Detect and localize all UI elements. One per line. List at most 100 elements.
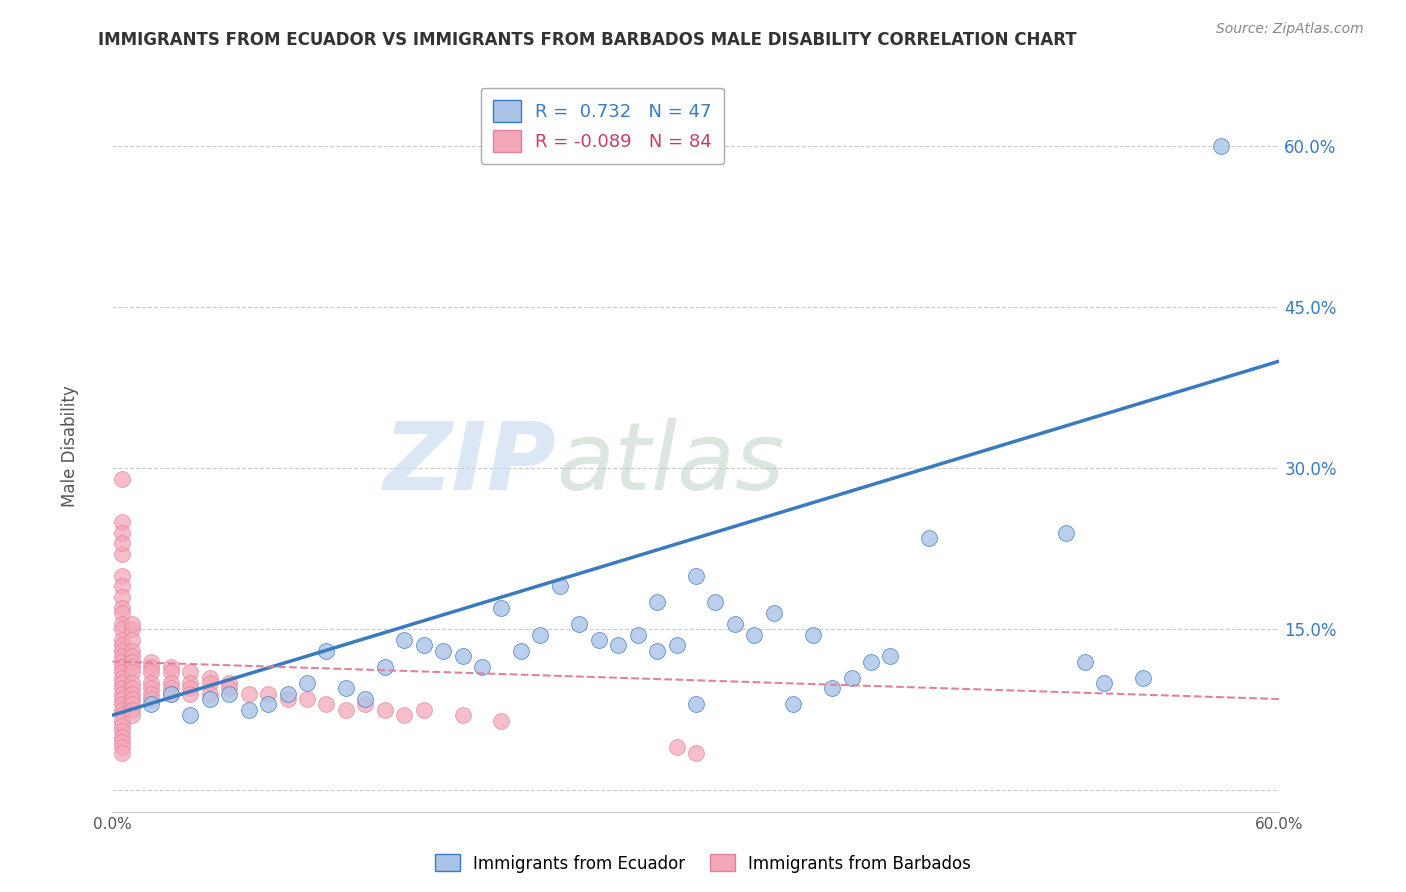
Point [111,730,134,744]
Point [141,692,163,706]
Point [141,665,163,680]
Point [111,472,134,486]
Legend: R =  0.732   N = 47, R = -0.089   N = 84: R = 0.732 N = 47, R = -0.089 N = 84 [481,87,724,164]
Point [295,692,318,706]
Point [451,649,474,664]
Point [141,660,163,674]
Point [141,655,163,669]
Point [841,671,863,685]
Text: IMMIGRANTS FROM ECUADOR VS IMMIGRANTS FROM BARBADOS MALE DISABILITY CORRELATION : IMMIGRANTS FROM ECUADOR VS IMMIGRANTS FR… [98,31,1077,49]
Point [665,740,688,755]
Text: Source: ZipAtlas.com: Source: ZipAtlas.com [1216,22,1364,37]
Point [111,644,134,658]
Point [111,698,134,712]
Point [111,676,134,690]
Point [394,633,416,648]
Point [879,649,901,664]
Point [179,676,201,690]
Point [121,698,143,712]
Point [315,698,337,712]
Point [257,698,280,712]
Point [607,639,630,653]
Point [141,687,163,701]
Point [1094,676,1116,690]
Point [111,671,134,685]
Point [121,649,143,664]
Point [704,595,727,609]
Point [111,525,134,540]
Point [198,692,221,706]
Point [685,568,707,582]
Point [218,687,240,701]
Point [665,639,688,653]
Text: Male Disability: Male Disability [62,385,79,507]
Point [111,536,134,550]
Point [121,644,143,658]
Point [315,644,337,658]
Point [762,606,785,620]
Point [111,740,134,755]
Point [198,687,221,701]
Point [1074,655,1097,669]
Point [645,595,668,609]
Point [744,628,766,642]
Point [121,633,143,648]
Point [491,600,513,615]
Point [568,616,591,631]
Point [111,649,134,664]
Point [111,692,134,706]
Point [111,724,134,739]
Point [160,676,183,690]
Point [141,698,163,712]
Point [860,655,883,669]
Point [394,708,416,723]
Point [198,671,221,685]
Text: atlas: atlas [555,418,785,509]
Point [160,660,183,674]
Legend: Immigrants from Ecuador, Immigrants from Barbados: Immigrants from Ecuador, Immigrants from… [427,847,979,880]
Point [412,703,434,717]
Point [111,633,134,648]
Point [685,746,707,760]
Point [374,703,396,717]
Point [801,628,824,642]
Point [121,708,143,723]
Point [111,515,134,529]
Point [335,703,357,717]
Point [111,681,134,696]
Point [111,568,134,582]
Point [111,746,134,760]
Point [179,681,201,696]
Point [121,655,143,669]
Point [121,692,143,706]
Point [179,665,201,680]
Point [111,639,134,653]
Point [160,687,183,701]
Point [111,735,134,749]
Point [111,655,134,669]
Point [141,676,163,690]
Point [121,660,143,674]
Point [918,531,941,545]
Point [121,616,143,631]
Point [588,633,610,648]
Point [111,703,134,717]
Point [179,687,201,701]
Point [111,606,134,620]
Point [1132,671,1154,685]
Point [121,687,143,701]
Point [645,644,668,658]
Point [218,681,240,696]
Point [529,628,551,642]
Point [111,623,134,637]
Point [724,616,747,631]
Point [121,676,143,690]
Point [179,708,201,723]
Point [451,708,474,723]
Point [1054,525,1077,540]
Point [412,639,434,653]
Point [335,681,357,696]
Point [121,681,143,696]
Point [276,692,298,706]
Point [1209,139,1232,153]
